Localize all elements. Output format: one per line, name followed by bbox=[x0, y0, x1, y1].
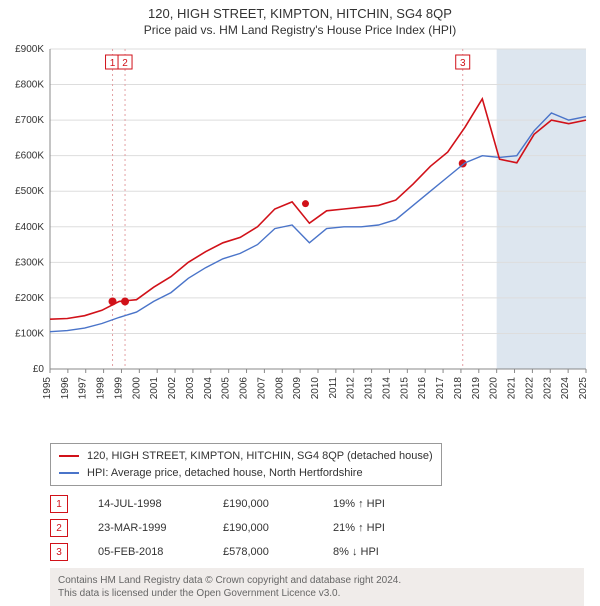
svg-text:2006: 2006 bbox=[239, 377, 250, 400]
legend-item: 120, HIGH STREET, KIMPTON, HITCHIN, SG4 … bbox=[59, 448, 433, 465]
sales-table: 1 14-JUL-1998 £190,000 19% ↑ HPI 2 23-MA… bbox=[50, 492, 584, 564]
legend: 120, HIGH STREET, KIMPTON, HITCHIN, SG4 … bbox=[50, 443, 442, 486]
svg-text:£600K: £600K bbox=[15, 151, 44, 162]
svg-text:2001: 2001 bbox=[149, 377, 160, 400]
svg-text:2021: 2021 bbox=[507, 377, 518, 400]
svg-text:2017: 2017 bbox=[435, 377, 446, 400]
sale-marker-3: 3 bbox=[50, 543, 68, 561]
svg-text:2010: 2010 bbox=[310, 377, 321, 400]
svg-text:1995: 1995 bbox=[42, 377, 53, 400]
svg-text:2007: 2007 bbox=[256, 377, 267, 400]
svg-text:2016: 2016 bbox=[417, 377, 428, 400]
svg-text:£900K: £900K bbox=[15, 44, 44, 55]
legend-label: 120, HIGH STREET, KIMPTON, HITCHIN, SG4 … bbox=[87, 448, 433, 465]
svg-text:2011: 2011 bbox=[328, 377, 339, 399]
svg-text:2003: 2003 bbox=[185, 377, 196, 400]
svg-text:2004: 2004 bbox=[203, 377, 214, 400]
svg-text:£800K: £800K bbox=[15, 80, 44, 91]
svg-text:2000: 2000 bbox=[131, 377, 142, 400]
svg-text:2024: 2024 bbox=[560, 377, 571, 400]
svg-text:2014: 2014 bbox=[381, 377, 392, 400]
svg-text:2009: 2009 bbox=[292, 377, 303, 400]
svg-text:2018: 2018 bbox=[453, 377, 464, 400]
svg-text:2015: 2015 bbox=[399, 377, 410, 400]
sale-diff: 19% ↑ HPI bbox=[333, 498, 443, 510]
svg-text:£100K: £100K bbox=[15, 328, 44, 339]
svg-text:£400K: £400K bbox=[15, 222, 44, 233]
sale-price: £190,000 bbox=[223, 498, 303, 510]
sale-date: 05-FEB-2018 bbox=[98, 546, 193, 558]
sale-price: £190,000 bbox=[223, 522, 303, 534]
chart-title-block: 120, HIGH STREET, KIMPTON, HITCHIN, SG4 … bbox=[0, 0, 600, 39]
svg-text:2008: 2008 bbox=[274, 377, 285, 400]
svg-text:2013: 2013 bbox=[364, 377, 375, 400]
sale-price: £578,000 bbox=[223, 546, 303, 558]
svg-text:1998: 1998 bbox=[96, 377, 107, 400]
sale-marker-1: 1 bbox=[50, 495, 68, 513]
legend-label: HPI: Average price, detached house, Nort… bbox=[87, 465, 363, 482]
svg-text:£200K: £200K bbox=[15, 293, 44, 304]
svg-text:1: 1 bbox=[110, 58, 116, 69]
svg-text:1997: 1997 bbox=[78, 377, 89, 400]
svg-text:1996: 1996 bbox=[60, 377, 71, 400]
sale-diff: 8% ↓ HPI bbox=[333, 546, 443, 558]
sale-date: 14-JUL-1998 bbox=[98, 498, 193, 510]
legend-swatch bbox=[59, 455, 79, 457]
svg-text:2002: 2002 bbox=[167, 377, 178, 400]
svg-text:3: 3 bbox=[460, 58, 466, 69]
svg-text:1999: 1999 bbox=[113, 377, 124, 400]
chart-subtitle: Price paid vs. HM Land Registry's House … bbox=[0, 23, 600, 37]
chart-svg: £0 £100K £200K £300K £400K £500K £600K £700K £80… bbox=[0, 39, 600, 419]
svg-text:£300K: £300K bbox=[15, 257, 44, 268]
svg-text:2019: 2019 bbox=[471, 377, 482, 400]
svg-text:2: 2 bbox=[122, 58, 128, 69]
legend-item: HPI: Average price, detached house, Nort… bbox=[59, 465, 433, 482]
svg-text:£0: £0 bbox=[33, 364, 45, 375]
sale-marker-2: 2 bbox=[50, 519, 68, 537]
svg-text:2025: 2025 bbox=[578, 377, 589, 400]
table-row: 2 23-MAR-1999 £190,000 21% ↑ HPI bbox=[50, 516, 584, 540]
attribution-line: This data is licensed under the Open Gov… bbox=[58, 587, 576, 600]
svg-text:2022: 2022 bbox=[524, 377, 535, 400]
table-row: 1 14-JUL-1998 £190,000 19% ↑ HPI bbox=[50, 492, 584, 516]
chart-area: £0 £100K £200K £300K £400K £500K £600K £700K £80… bbox=[0, 39, 600, 439]
svg-text:£700K: £700K bbox=[15, 115, 44, 126]
attribution-line: Contains HM Land Registry data © Crown c… bbox=[58, 574, 576, 587]
svg-text:£500K: £500K bbox=[15, 186, 44, 197]
sale-diff: 21% ↑ HPI bbox=[333, 522, 443, 534]
chart-title: 120, HIGH STREET, KIMPTON, HITCHIN, SG4 … bbox=[0, 6, 600, 21]
svg-text:2020: 2020 bbox=[489, 377, 500, 400]
sale-date: 23-MAR-1999 bbox=[98, 522, 193, 534]
svg-text:2005: 2005 bbox=[221, 377, 232, 400]
table-row: 3 05-FEB-2018 £578,000 8% ↓ HPI bbox=[50, 540, 584, 564]
svg-text:2012: 2012 bbox=[346, 377, 357, 400]
svg-text:2023: 2023 bbox=[542, 377, 553, 400]
legend-swatch bbox=[59, 472, 79, 474]
attribution: Contains HM Land Registry data © Crown c… bbox=[50, 568, 584, 606]
